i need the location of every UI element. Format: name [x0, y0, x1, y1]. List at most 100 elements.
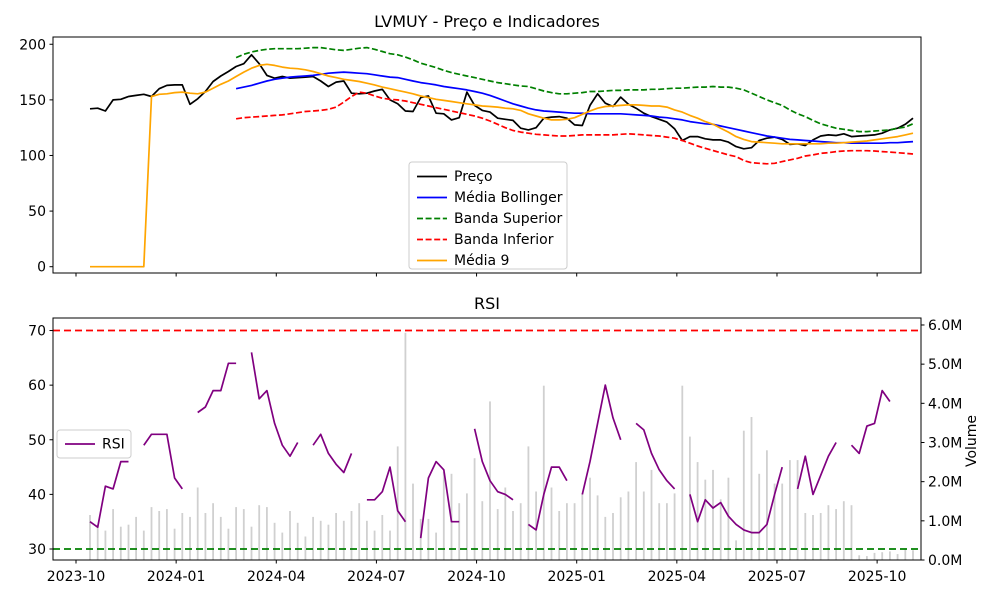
- volume-bar: [389, 530, 391, 560]
- volume-bar: [458, 503, 461, 560]
- volume-bar: [250, 526, 253, 560]
- legend-label-preco: Preço: [454, 169, 493, 185]
- x-tick-label: 2025-10: [848, 569, 907, 585]
- volume-bar: [435, 532, 437, 560]
- volume-bar: [827, 505, 830, 560]
- volume-bar: [573, 503, 576, 560]
- volume-bar: [812, 515, 814, 560]
- series-m-dia-bollinger: [235, 71, 914, 145]
- rsi-tick-label: 40: [28, 487, 46, 503]
- volume-bar: [689, 436, 691, 560]
- x-tick-label: 2024-10: [447, 569, 506, 585]
- volume-bar: [512, 511, 514, 560]
- series-rsi: [89, 352, 891, 539]
- volume-bar: [858, 555, 861, 560]
- volume-bar: [673, 493, 676, 560]
- volume-bar: [481, 501, 484, 560]
- volume-bar: [789, 460, 791, 560]
- volume-tick-label: 2.0M: [928, 475, 962, 491]
- volume-bar: [612, 513, 614, 560]
- price-axes-frame: [52, 36, 922, 274]
- volume-tick-label: 4.0M: [928, 396, 962, 412]
- volume-bar: [912, 550, 914, 560]
- volume-bar: [127, 524, 130, 560]
- volume-bar: [896, 554, 899, 560]
- volume-bar: [804, 513, 807, 560]
- series-banda-superior: [235, 46, 914, 133]
- series-pre-o: [89, 53, 914, 150]
- volume-bar: [319, 520, 322, 560]
- volume-bar: [712, 469, 714, 560]
- volume-bar: [342, 520, 345, 560]
- volume-bar: [496, 509, 499, 560]
- rsi-tick-label: 60: [28, 378, 46, 394]
- volume-bar: [635, 462, 637, 560]
- volume-bar: [666, 503, 668, 560]
- volume-bar: [412, 483, 414, 560]
- volume-bar: [881, 552, 884, 560]
- volume-bar: [581, 493, 584, 560]
- x-tick-label: 2024-04: [247, 569, 306, 585]
- x-tick-label: 2025-01: [547, 569, 606, 585]
- volume-bar: [204, 513, 207, 560]
- volume-bar: [558, 511, 561, 560]
- rsi-chart-title: RSI: [474, 294, 500, 313]
- volume-bar: [304, 536, 307, 560]
- volume-bar: [504, 487, 507, 560]
- volume-bar: [758, 473, 761, 560]
- volume-bar: [242, 509, 245, 560]
- volume-bar: [142, 530, 145, 560]
- volume-bar: [227, 528, 230, 560]
- volume-axis-label: Volume: [964, 415, 980, 467]
- volume-bar: [781, 483, 784, 560]
- volume-bar: [266, 507, 268, 560]
- volume-bar: [396, 446, 399, 560]
- volume-bar: [381, 515, 384, 560]
- volume-bar: [796, 460, 799, 560]
- rsi-tick-label: 50: [28, 433, 46, 449]
- legend-label-media-9: Média 9: [454, 253, 509, 269]
- legend-label-banda-inferior: Banda Inferior: [454, 232, 554, 248]
- volume-bar: [750, 417, 753, 560]
- volume-bar: [442, 471, 445, 560]
- volume-bar: [535, 491, 537, 560]
- volume-bar: [196, 487, 199, 560]
- volume-bar: [335, 513, 337, 560]
- volume-bar: [835, 509, 837, 560]
- volume-bar: [735, 540, 737, 560]
- volume-tick-label: 5.0M: [928, 357, 962, 373]
- volume-bar: [258, 505, 261, 560]
- volume-bar: [212, 503, 214, 560]
- volume-bar: [604, 516, 607, 560]
- volume-tick-label: 0.0M: [928, 553, 962, 569]
- y-tick-label: 0: [37, 260, 46, 276]
- volume-bar: [419, 518, 422, 560]
- y-tick-label: 50: [28, 204, 46, 220]
- volume-bar: [358, 503, 361, 560]
- volume-bar: [404, 332, 407, 560]
- volume-bar: [150, 507, 153, 560]
- volume-bar: [727, 477, 730, 560]
- volume-bar: [550, 487, 553, 560]
- volume-bar: [135, 516, 137, 560]
- volume-bar: [627, 491, 630, 560]
- volume-bar: [104, 530, 107, 560]
- series-banda-inferior: [235, 91, 914, 165]
- volume-bar: [281, 532, 284, 560]
- volume-bar: [873, 552, 876, 560]
- volume-bar: [96, 524, 99, 560]
- y-tick-label: 200: [19, 37, 46, 53]
- volume-bar: [681, 385, 684, 560]
- volume-tick-label: 1.0M: [928, 514, 962, 530]
- volume-bar: [312, 516, 314, 560]
- volume-bar: [527, 446, 530, 560]
- volume-bar: [158, 511, 161, 560]
- volume-bar: [427, 518, 430, 560]
- x-tick-label: 2024-07: [347, 569, 406, 585]
- volume-bar: [296, 522, 299, 560]
- series-m-dia-9: [90, 63, 914, 268]
- volume-bar: [542, 385, 545, 560]
- rsi-tick-label: 70: [28, 324, 46, 340]
- volume-bar: [566, 503, 568, 560]
